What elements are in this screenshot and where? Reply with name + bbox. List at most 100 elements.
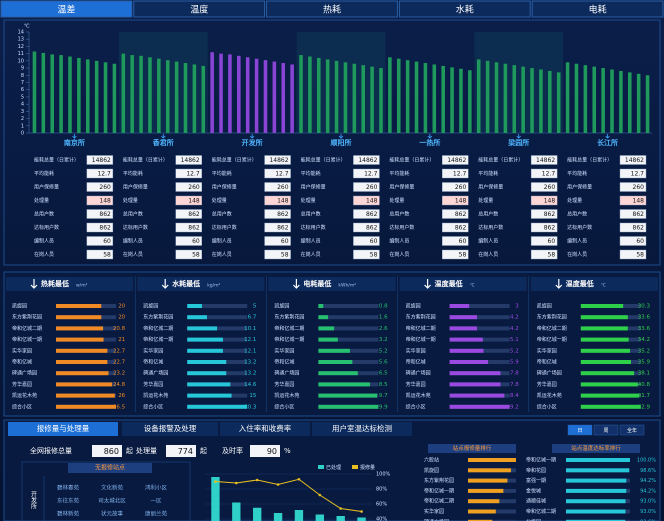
period-button[interactable] [567,424,593,436]
station-value: 148 [366,198,378,205]
bottom-tab[interactable] [8,422,118,436]
line-dot [360,510,363,513]
ranking-name: 综合小区 [12,403,32,410]
ranking-bar [187,404,248,409]
value-box [619,236,647,246]
bar [459,68,463,133]
station-value: 862 [366,211,378,218]
ranking-value: 30.3 [638,304,651,310]
list-bar [566,458,630,462]
station-row-label: 用户保修量 [34,184,59,191]
value-box [86,182,114,192]
ranking-value: 4.2 [510,315,519,321]
value-box [530,168,558,179]
value-box [353,249,380,260]
station-row-label: 平均能耗 [34,170,54,177]
ranking-name: 凯运花木苑 [406,392,431,399]
station-value: 60 [103,238,111,245]
station-row-label: 编制人员 [478,238,498,245]
station-value: 260 [277,184,289,191]
tab[interactable] [398,0,531,18]
ranking-bar [580,337,629,342]
ranking-name: 帝和亿城一期 [12,336,42,343]
station-row-label: 在岗人员 [301,251,321,258]
bar [370,66,374,133]
ranking-value: 9.9 [379,404,388,410]
period-button[interactable] [593,424,619,436]
list-value: 92.6% [640,519,656,521]
bar-track [449,304,510,308]
bottom-tab[interactable] [312,422,412,436]
bar-track [318,337,379,342]
ranking-bar [580,393,640,398]
ranking-title: 温度最低 [435,279,463,288]
ranking-name: 凯旋园 [143,303,158,310]
list-name: 富强一期 [526,477,546,484]
ranking-name: 帝和亿城 [537,359,557,366]
station-row-label: 在岗人员 [478,251,498,258]
bar [336,516,345,521]
ranking-value: 5.2 [379,348,388,354]
ranking-value: 5.2 [510,348,519,354]
bar [245,57,250,133]
station-row-label: 在岗人员 [123,251,143,258]
ranking-name: 芳华嘉园 [12,381,32,388]
station-name: 一热所 [419,138,440,147]
ranking-name: 帝和亿城一期 [406,336,436,343]
tab[interactable] [133,0,266,18]
ranking-bar [56,393,115,398]
station-row-label: 编制人员 [212,238,232,245]
station-value: 12.7 [453,171,467,178]
ranking-value: 21 [118,337,125,343]
station-row-label: 达标用户数 [34,224,59,231]
value-box [442,195,469,206]
station-row-label: 在岗人员 [389,251,409,258]
period-button[interactable] [619,424,645,436]
ranking-title: 热耗最低 [41,279,69,288]
y-tick-label: 10 [18,58,24,64]
station-value: 260 [544,184,556,191]
station-value: 60 [281,238,289,245]
line-dot [318,493,322,497]
ranking-name: 碑通广场园 [274,370,299,377]
list-bar [468,458,516,462]
station-row-label: 能耗总量（日累计） [212,157,257,164]
bottom-tab[interactable] [220,422,310,436]
station-row-label: 能耗总量（日累计） [301,157,346,164]
station-row-label: 编制人员 [567,238,587,245]
bar [476,59,481,133]
station-name: 香君所 [152,138,174,147]
ranking-name: 帝和亿城二期 [274,325,304,332]
bottom-tab[interactable] [122,422,218,436]
list-name: 实华家园 [424,508,444,515]
ranking-name: 综合小区 [143,403,163,410]
bar [352,63,357,133]
station-row-label: 在岗人员 [567,251,587,258]
value-box [353,222,380,233]
summary-box [166,445,196,457]
bar [405,60,410,134]
ranking-bar [318,382,370,387]
bar [485,60,490,133]
down-arrow [555,279,563,289]
site-name: 东往东苑 [57,497,80,505]
station-value: 148 [188,198,200,205]
ranking-value: 40.8 [638,382,651,388]
station-row-label: 总用户数 [212,211,232,218]
ranking-value: 7.8 [510,382,519,388]
tab-label: 温度 [190,4,208,16]
tab-label: 水耗 [456,4,474,16]
summary-box [92,445,122,457]
tab[interactable] [0,0,133,18]
bar [315,514,324,521]
tab[interactable] [531,0,664,18]
station-row-label: 总用户数 [123,211,143,218]
tab[interactable] [266,0,398,18]
value-box [175,168,202,179]
ranking-bar [187,360,227,364]
list-name: 六股站 [424,457,439,464]
y-tick-label: 2 [21,116,24,122]
y-tick-label: 9 [21,66,24,72]
bar [325,59,330,133]
y-tick-label: 6 [21,87,24,93]
